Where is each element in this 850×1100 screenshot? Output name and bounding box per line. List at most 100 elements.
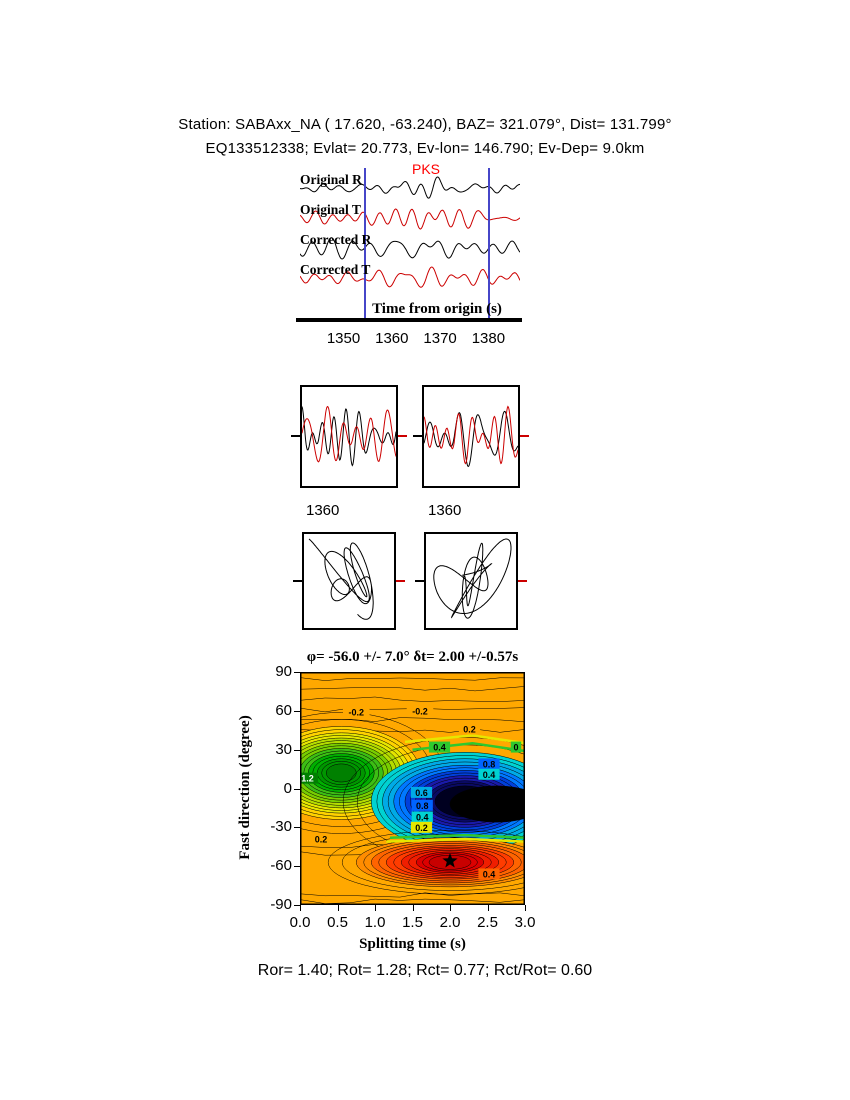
contour-level-label: 0.2 [315,834,328,844]
x-axis-title: Splitting time (s) [359,936,466,952]
compare-trace [302,406,396,467]
y-axis-tick [294,905,300,906]
x-axis-tick [450,905,451,911]
contour-frame [300,672,525,905]
zero-line-tick [398,435,407,437]
y-axis-tick [294,710,300,712]
contour-level-label-box [478,768,500,780]
y-tick-label: -60 [270,857,292,875]
contour-level-label: 0.4 [433,743,446,753]
event-info-line: EQ133512338; Evlat= 20.773, Ev-lon= 146.… [205,140,645,157]
contour-level-label-box [410,786,433,798]
contour-level-label: 0.8 [483,759,496,769]
error-surface-contour-plot: -0.2 -0.20.20.4 00.80.40.60.80.40.20.20.41… [300,672,525,905]
trace-label-original-r: Original R [300,172,362,187]
particle-motion-panel-right [424,532,518,630]
contour-level-label-box [478,868,500,880]
contour-level-label-box [300,772,319,784]
contour-level-label-box [411,799,433,811]
time-tick-label: 1370 [423,330,457,347]
particle-motion-panel-left [302,532,396,630]
zero-line-tick [291,435,300,437]
x-axis-tick [375,905,376,911]
analysis-window-end-marker [488,168,490,322]
contour-level-label-box [410,821,433,833]
contour-level-label: 0.4 [483,869,496,879]
trace-label-original-t: Original T [300,202,361,217]
analysis-window-start-marker [364,168,366,322]
x-axis-tick [412,905,414,911]
waveform-compare-panel-right [422,385,520,488]
compare-panel-tick-right: 1360 [428,502,462,519]
trace-corrected-t [300,266,520,288]
zero-line-tick [413,435,422,437]
x-tick-label: 3.0 [514,914,536,931]
y-tick-label: 30 [275,740,292,758]
phase-arrival-label: PKS [412,161,441,177]
trace-corrected-r [300,237,520,260]
contour-level-label: 0.4 [416,812,429,822]
zero-line-tick [293,580,302,582]
zero-line-tick [396,580,405,582]
contour-level-label-box [458,723,481,735]
contour-level-label-box [406,705,434,717]
contour-level-label: 0 [513,743,518,753]
contour-level-label: 0.6 [415,788,428,798]
x-tick-label: 2.5 [477,914,498,931]
zero-line-tick [518,580,527,582]
trace-original-r [300,176,520,199]
contour-level-label: 0.2 [415,823,428,833]
y-tick-label: 90 [275,663,292,680]
y-axis-tick [294,827,300,829]
contour-level-label: 0.2 [463,724,476,734]
time-tick-label: 1350 [326,330,361,347]
y-tick-label: -90 [270,896,292,913]
x-axis-tick [337,905,339,911]
splitting-result-title: φ= -56.0 +/- 7.0° δt= 2.00 +/-0.57s [306,649,519,665]
compare-trace [302,405,396,463]
contour-level-label: -0.2 [412,706,428,716]
zero-line-tick [415,580,424,582]
y-tick-label: 60 [275,701,292,719]
y-axis-tick [294,866,300,868]
particle-motion-path [308,538,374,620]
contour-level-label-box [342,706,370,718]
compare-trace [424,405,518,465]
contour-level-label-box [510,741,522,753]
x-axis-tick [300,905,301,911]
x-tick-label: 1.0 [364,914,386,931]
x-tick-label: 0.0 [289,914,311,931]
zero-line-tick [520,435,529,437]
trace-original-t [300,208,520,230]
contour-level-label-box [411,811,433,823]
x-tick-label: 2.0 [439,914,461,931]
x-tick-label: 0.5 [327,914,348,931]
contour-level-label: 0.4 [483,770,496,780]
seismogram-traces-plot [300,176,520,288]
time-tick-label: 1380 [471,330,506,347]
waveform-compare-panel-left [300,385,398,488]
time-axis-line [296,318,522,322]
result-ratios-line: Ror= 1.40; Rot= 1.28; Rct= 0.77; Rct/Rot… [257,962,593,979]
contour-level-label-box [478,758,500,770]
y-axis-tick [294,672,300,673]
y-tick-label: -30 [270,818,292,836]
y-axis-tick [294,749,300,751]
station-info-line: Station: SABAxx_NA ( 17.620, -63.240), B… [178,116,672,133]
x-axis-tick [487,905,489,911]
contour-level-label: 1.2 [301,774,314,784]
compare-panel-tick-left: 1360 [306,502,340,519]
x-tick-label: 1.5 [402,914,423,931]
y-axis-tick [294,788,300,790]
best-fit-star-icon [442,853,458,868]
contour-level-label-box [428,741,451,753]
contour-surface: -0.2 -0.20.20.4 00.80.40.60.80.40.20.20.41… [300,672,525,905]
particle-motion-path [433,538,512,619]
contour-level-label: -0.2 [348,708,364,718]
x-axis-tick [525,905,526,911]
trace-label-corrected-r: Corrected R [300,232,372,247]
contour-level-label: 0.8 [416,801,429,811]
trace-label-corrected-t: Corrected T [300,262,371,277]
time-axis-title: Time from origin (s) [372,301,502,317]
